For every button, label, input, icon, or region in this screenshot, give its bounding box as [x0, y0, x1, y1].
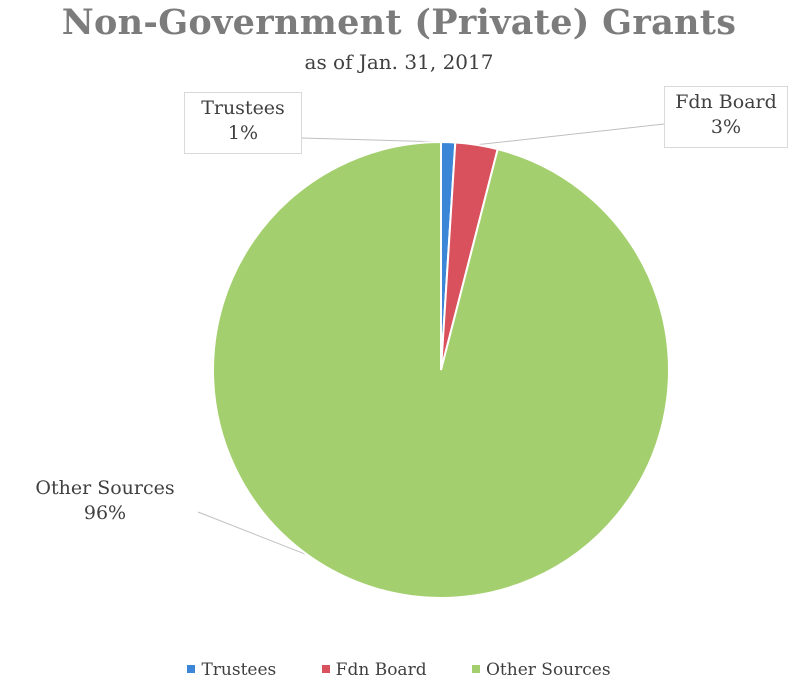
data-label-trustees: Trustees 1% [184, 92, 302, 154]
leader-line-trustees [301, 137, 449, 143]
legend-label-fdn-board: Fdn Board [335, 660, 427, 680]
data-label-fdn-board-name: Fdn Board [675, 91, 777, 113]
legend-label-other-sources: Other Sources [485, 660, 611, 680]
legend-swatch-other-sources [471, 665, 480, 673]
chart-legend: Trustees Fdn Board Other Sources [0, 660, 798, 680]
legend-swatch-fdn-board [321, 665, 330, 673]
data-label-other-sources-name: Other Sources [35, 477, 175, 499]
legend-item-other-sources: Other Sources [471, 660, 611, 680]
legend-item-trustees: Trustees [187, 660, 276, 680]
legend-item-fdn-board: Fdn Board [321, 660, 427, 680]
chart-subtitle: as of Jan. 31, 2017 [304, 50, 494, 74]
data-label-other-sources-value: 96% [83, 502, 127, 524]
data-label-fdn-board: Fdn Board 3% [664, 86, 788, 148]
legend-swatch-trustees [187, 665, 196, 673]
data-label-other-sources: Other Sources 96% [12, 472, 198, 536]
data-label-fdn-board-value: 3% [710, 116, 742, 138]
legend-label-trustees: Trustees [201, 660, 277, 680]
leader-line-fdn-board [476, 123, 665, 146]
pie-slice-other-sources [212, 140, 670, 599]
data-label-trustees-value: 1% [227, 122, 259, 144]
data-label-trustees-name: Trustees [201, 97, 285, 119]
pie-slices [212, 140, 670, 599]
chart-title: Non-Government (Private) Grants [61, 2, 737, 43]
